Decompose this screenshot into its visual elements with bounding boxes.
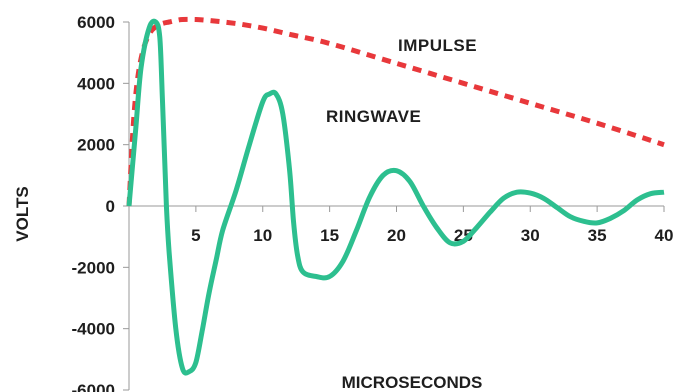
x-tick-label: 15 (320, 226, 339, 245)
y-tick-label: 0 (106, 197, 115, 216)
x-tick-label: 35 (588, 226, 607, 245)
impulse-annotation: IMPULSE (398, 36, 477, 55)
x-tick-label: 10 (253, 226, 272, 245)
y-axis-title: VOLTS (13, 186, 32, 241)
chart-labels: VOLTS MICROSECONDS IMPULSE RINGWAVE (13, 36, 482, 392)
ringwave-annotation: RINGWAVE (326, 107, 421, 126)
y-tick-label: -6000 (72, 381, 115, 392)
y-tick-label: 4000 (77, 74, 115, 93)
y-tick-label: -4000 (72, 320, 115, 339)
chart-series-layer (126, 16, 665, 376)
y-tick-label: -2000 (72, 258, 115, 277)
y-tick-label: 2000 (77, 136, 115, 155)
x-axis-title: MICROSECONDS (342, 373, 483, 392)
x-tick-label: 40 (655, 226, 674, 245)
ringwave-series-line (126, 18, 665, 376)
x-tick-label: 5 (191, 226, 200, 245)
x-tick-label: 20 (387, 226, 406, 245)
y-tick-label: 6000 (77, 13, 115, 32)
x-tick-label: 30 (521, 226, 540, 245)
